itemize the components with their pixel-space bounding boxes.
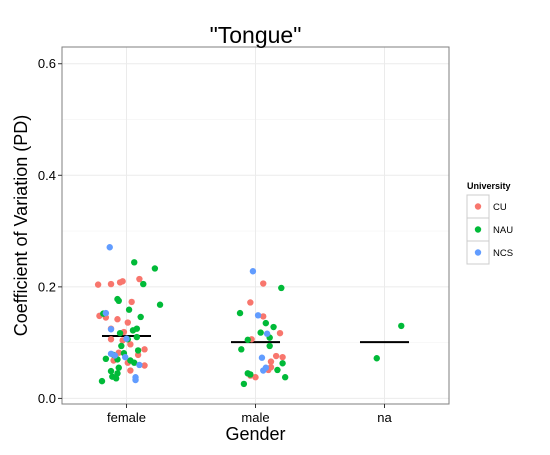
- data-point-ncs: [263, 330, 271, 337]
- data-point-nau: [373, 355, 380, 362]
- legend-label: CU: [493, 202, 507, 213]
- data-point-nau: [156, 301, 164, 308]
- legend-marker-ncs: [474, 249, 482, 256]
- x-tick-label: na: [377, 410, 392, 425]
- data-point-cu: [252, 374, 259, 381]
- data-point-nau: [270, 323, 277, 331]
- data-point-nau: [133, 333, 141, 341]
- data-point-cu: [247, 299, 254, 306]
- legend-marker-nau: [474, 226, 482, 233]
- data-point-nau: [114, 370, 121, 377]
- legend-label: NAU: [493, 225, 513, 236]
- data-point-ncs: [107, 326, 115, 333]
- data-point-cu: [276, 329, 284, 337]
- data-point-ncs: [258, 354, 266, 361]
- data-point-nau: [137, 313, 144, 321]
- data-point-nau: [102, 355, 110, 363]
- data-point-nau: [278, 284, 285, 292]
- y-axis: 0.0 0.2 0.4 0.6: [38, 56, 62, 406]
- panel-grid: [62, 47, 449, 404]
- data-point-nau: [257, 329, 264, 336]
- legend-items: CU NAU NCS: [466, 194, 513, 265]
- data-point-nau: [151, 265, 159, 272]
- data-point-cu: [141, 346, 148, 353]
- x-axis: female male na: [107, 404, 392, 425]
- data-point-cu: [134, 351, 142, 359]
- data-point-nau: [131, 259, 138, 266]
- data-point-nau: [240, 380, 248, 388]
- data-point-ncs: [123, 335, 130, 342]
- data-point-nau: [140, 280, 147, 288]
- data-point-cu: [119, 278, 126, 285]
- legend: University CU NAU NCS: [466, 181, 513, 265]
- chart-title: "Tongue": [210, 22, 302, 48]
- data-point-cu: [272, 352, 280, 360]
- data-point-nau: [115, 297, 122, 305]
- data-point-cu: [136, 275, 143, 283]
- data-point-ncs: [122, 353, 129, 361]
- x-tick-label: male: [241, 410, 269, 425]
- data-point-nau: [274, 366, 281, 374]
- data-point-nau: [112, 375, 120, 382]
- data-point-nau: [134, 347, 142, 354]
- y-tick-label: 0.0: [38, 391, 56, 406]
- data-point-cu: [114, 316, 121, 323]
- data-point-nau: [118, 342, 125, 350]
- data-point-cu: [128, 298, 135, 306]
- data-point-cu: [260, 313, 267, 320]
- data-point-nau: [129, 327, 137, 334]
- data-point-cu: [94, 281, 102, 288]
- data-point-ncs: [111, 352, 119, 359]
- data-point-cu: [260, 280, 267, 287]
- data-point-cu: [279, 353, 286, 361]
- data-point-cu: [141, 362, 148, 369]
- x-tick-label: female: [107, 410, 146, 425]
- data-point-nau: [236, 309, 244, 317]
- data-point-ncs: [106, 244, 113, 251]
- data-point-ncs: [254, 312, 262, 319]
- data-point-cu: [107, 280, 115, 288]
- data-point-nau: [247, 371, 254, 378]
- data-point-cu: [127, 341, 134, 348]
- legend-label: NCS: [493, 248, 513, 259]
- data-point-nau: [262, 319, 270, 327]
- data-point-nau: [279, 360, 286, 367]
- data-point-ncs: [136, 361, 143, 369]
- data-point-ncs: [249, 268, 257, 275]
- data-point-nau: [281, 374, 289, 381]
- y-tick-label: 0.6: [38, 56, 56, 71]
- data-point-ncs: [260, 367, 267, 374]
- data-point-cu: [267, 358, 275, 365]
- data-point-nau: [125, 306, 133, 313]
- data-point-cu: [124, 319, 131, 326]
- y-tick-label: 0.4: [38, 168, 56, 183]
- data-point-ncs: [102, 309, 110, 317]
- data-point-nau: [398, 322, 405, 330]
- data-point-nau: [244, 336, 251, 344]
- data-point-cu: [107, 336, 115, 343]
- legend-marker-cu: [474, 203, 482, 210]
- data-point-cu: [127, 367, 134, 374]
- data-point-nau: [116, 329, 124, 337]
- data-point-nau: [266, 342, 273, 350]
- data-point-nau: [238, 346, 245, 353]
- x-axis-label: Gender: [225, 424, 285, 444]
- y-tick-label: 0.2: [38, 279, 56, 294]
- y-axis-label: Coefficient of Variation (PD): [11, 115, 31, 336]
- data-points: [94, 244, 405, 388]
- legend-title: University: [467, 181, 511, 191]
- data-point-nau: [115, 364, 122, 371]
- data-point-ncs: [132, 376, 139, 384]
- data-point-nau: [98, 377, 106, 385]
- data-point-nau: [107, 367, 115, 375]
- data-point-nau: [131, 359, 138, 366]
